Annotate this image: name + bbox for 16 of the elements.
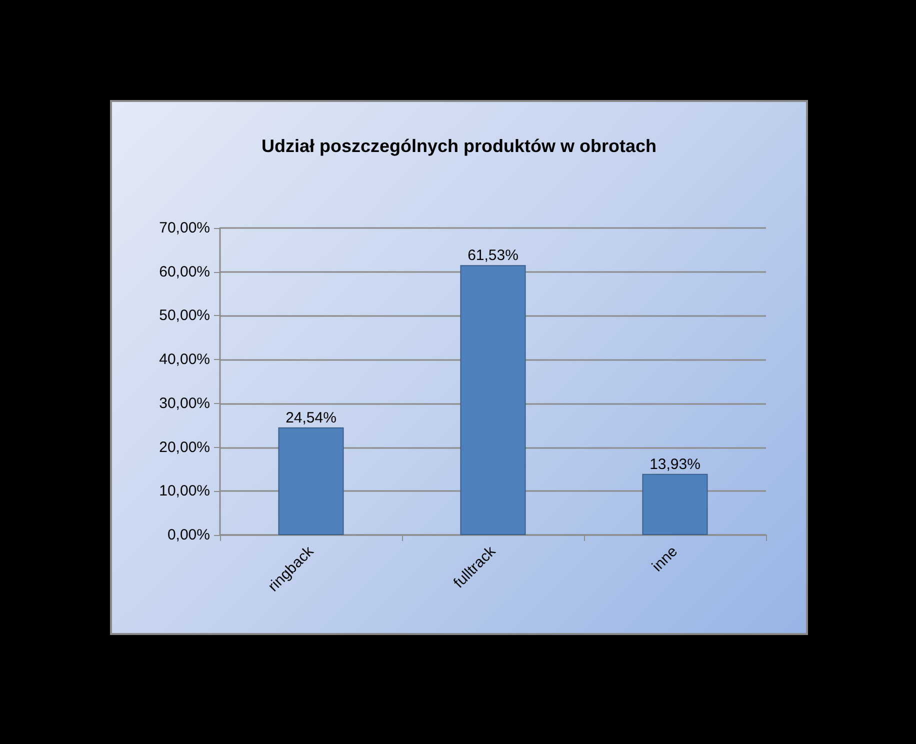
chart-title: Udział poszczególnych produktów w obrotach bbox=[261, 136, 657, 156]
y-tick-label: 40,00% bbox=[159, 351, 210, 368]
x-tick-label: inne bbox=[648, 542, 682, 576]
y-tick-label: 30,00% bbox=[159, 394, 210, 412]
y-tick-label: 20,00% bbox=[159, 438, 210, 456]
y-tick-label: 10,00% bbox=[159, 482, 210, 500]
y-tick-label: 0,00% bbox=[167, 526, 210, 544]
bar bbox=[642, 474, 708, 535]
data-label: 61,53% bbox=[468, 247, 518, 264]
y-tick-label: 60,00% bbox=[159, 263, 210, 280]
bar bbox=[460, 265, 526, 535]
data-label: 13,93% bbox=[650, 456, 700, 473]
y-tick-label: 50,00% bbox=[159, 307, 210, 324]
y-tick-label: 70,00% bbox=[159, 220, 210, 236]
data-label: 24,54% bbox=[286, 409, 336, 426]
bar bbox=[278, 427, 344, 535]
